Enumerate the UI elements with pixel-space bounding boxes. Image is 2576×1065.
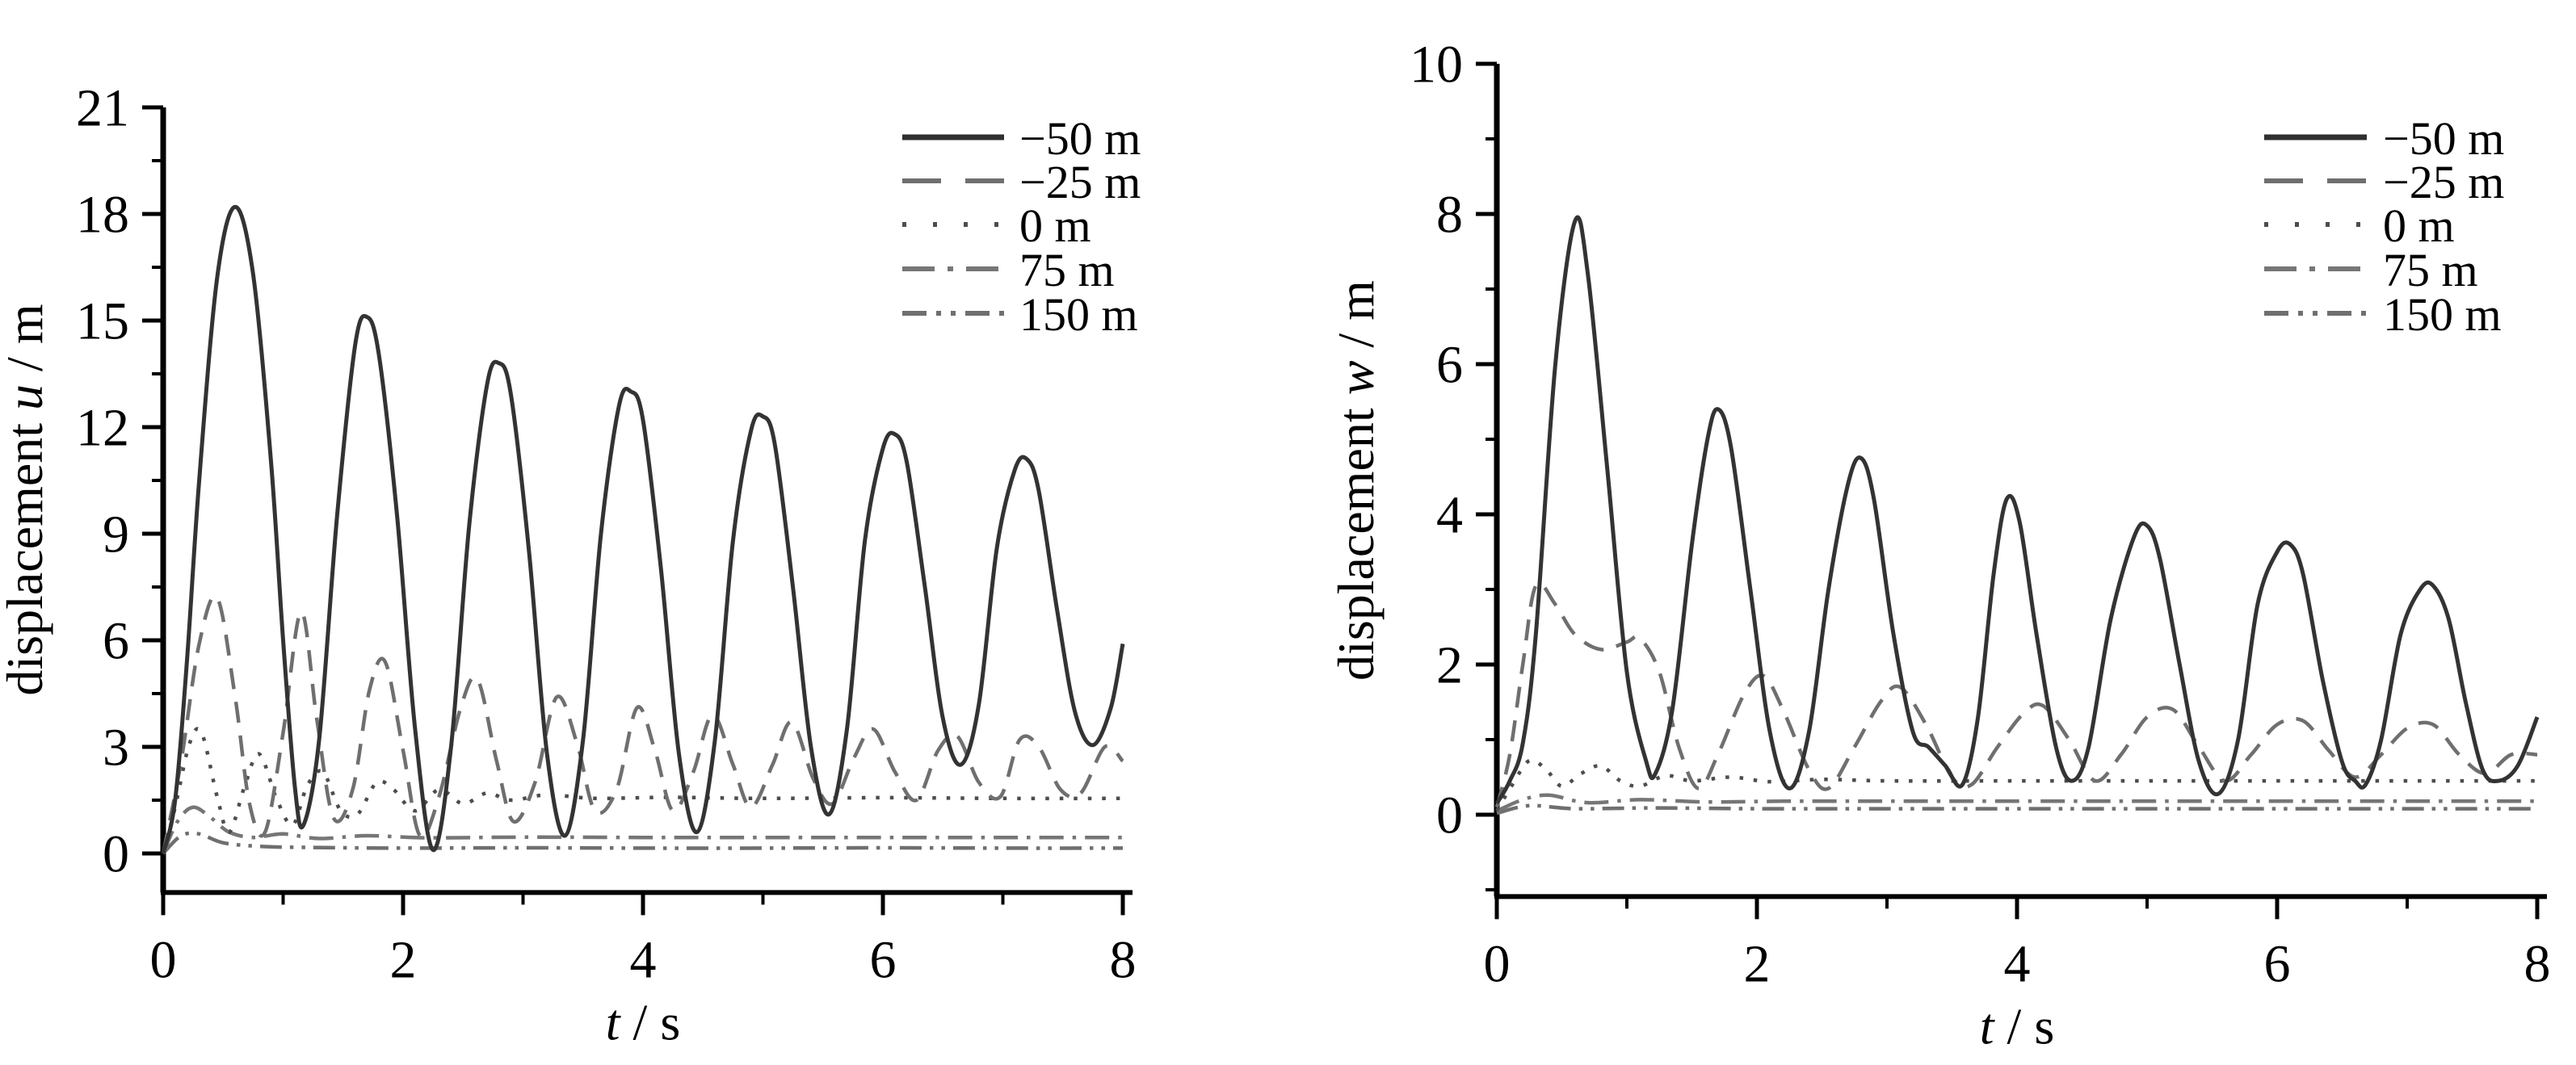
displacement-w-chart: 0 2 4 6 8 10 0 2 4 6 8 displacement w / m t / s −50 m… (1327, 35, 2551, 1055)
y-tick-label: 0 (1436, 786, 1463, 845)
y-tick-label: 15 (76, 291, 129, 350)
y-tick-label: 10 (1410, 35, 1463, 94)
legend-item-75m: 75 m (2264, 244, 2478, 296)
x-tick-label: 8 (2524, 934, 2551, 993)
legend-item-0m: 0 m (2264, 199, 2455, 252)
y-tick-label: 4 (1436, 485, 1463, 544)
x-tick-label: 2 (390, 930, 417, 989)
y-tick-label: 3 (103, 718, 129, 777)
y-tick-label: 0 (103, 824, 129, 883)
displacement-u-chart: 0 3 6 9 12 15 18 21 0 2 4 6 8 displacement u / m t / s… (0, 78, 1141, 1050)
legend-item-neg50m: −50 m (902, 112, 1141, 165)
legend-item-150m: 150 m (902, 288, 1138, 341)
series-neg25m-line (1494, 581, 2538, 808)
x-tick-label: 0 (150, 930, 177, 989)
series-group (161, 204, 1125, 855)
legend-item-75m: 75 m (902, 244, 1115, 296)
y-tick-label: 9 (103, 505, 129, 564)
x-tick-label: 0 (1484, 934, 1511, 993)
legend-label: 75 m (1019, 244, 1115, 296)
x-tick-label: 4 (2004, 934, 2031, 993)
x-axis-label: t / s (1980, 997, 2054, 1055)
series-group (1494, 215, 2540, 816)
legend-label: 0 m (2383, 199, 2455, 252)
legend-label: 150 m (2383, 288, 2502, 341)
x-tick-label: 6 (2264, 934, 2291, 993)
y-tick-label: 18 (76, 185, 129, 244)
legend-label: −25 m (2383, 156, 2504, 208)
legend-label: 0 m (1019, 199, 1091, 252)
series-150m-line (162, 831, 1124, 855)
y-ticks: 0 2 4 6 8 10 (1410, 35, 1497, 891)
x-ticks: 0 2 4 6 8 (1484, 896, 2551, 993)
legend-label: 150 m (1019, 288, 1138, 341)
legend-item-0m: 0 m (902, 199, 1091, 252)
legend-label: −25 m (1019, 156, 1141, 208)
legend-label: 75 m (2383, 244, 2478, 296)
series-75m-line (161, 805, 1123, 854)
series-neg50m-line (1494, 215, 2540, 805)
series-0m-line (1495, 758, 2537, 812)
series-150m-line (1496, 803, 2537, 816)
legend-item-neg25m: −25 m (902, 156, 1141, 208)
series-75m-line (1496, 793, 2537, 813)
y-axis-label: displacement w / m (1327, 280, 1385, 681)
x-tick-label: 6 (870, 930, 897, 989)
x-tick-label: 4 (630, 930, 657, 989)
series-neg50m-line (161, 204, 1125, 854)
legend-item-150m: 150 m (2264, 288, 2502, 341)
y-ticks: 0 3 6 9 12 15 18 21 (76, 78, 163, 883)
y-axis-label: displacement u / m (0, 304, 53, 695)
legend-label: −50 m (2383, 112, 2504, 165)
x-axis-label: t / s (606, 993, 680, 1050)
y-tick-label: 2 (1436, 635, 1463, 694)
series-0m-line (161, 727, 1124, 854)
legend-label: −50 m (1019, 112, 1141, 165)
x-tick-label: 2 (1744, 934, 1771, 993)
legend-item-neg25m: −25 m (2264, 156, 2504, 208)
x-ticks: 0 2 4 6 8 (150, 892, 1137, 989)
legend-item-neg50m: −50 m (2264, 112, 2504, 165)
y-tick-label: 8 (1436, 185, 1463, 244)
y-tick-label: 21 (76, 78, 129, 137)
y-tick-label: 6 (1436, 335, 1463, 394)
y-tick-label: 12 (76, 398, 129, 457)
y-tick-label: 6 (103, 611, 129, 670)
x-tick-label: 8 (1110, 930, 1137, 989)
